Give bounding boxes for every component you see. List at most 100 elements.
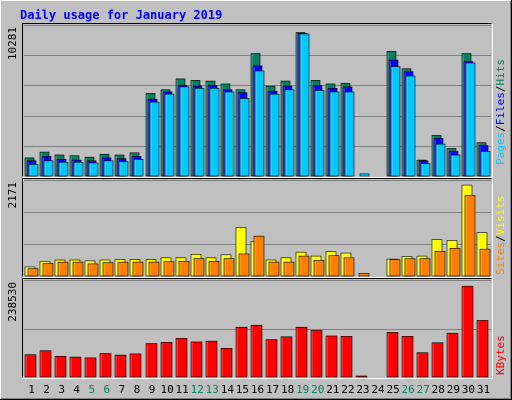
bar-pages-day-20 [314, 90, 325, 177]
bar-visits-day-4 [72, 261, 84, 277]
bar-kbytes-day-13 [205, 340, 218, 378]
bar-pages-day-19 [299, 33, 310, 177]
bar-pages-day-27 [420, 163, 431, 177]
bar-kbytes-day-12 [190, 341, 203, 378]
bar-kbytes-day-6 [99, 353, 112, 378]
bar-kbytes-day-8 [129, 353, 142, 378]
x-tick-label-day-17: 17 [266, 383, 279, 396]
bar-visits-day-31 [479, 248, 491, 277]
x-tick-label-day-23: 23 [356, 383, 369, 396]
bar-pages-day-13 [209, 88, 220, 177]
bar-pages-day-1 [28, 164, 39, 177]
max-value-label-middle: 2171 [6, 182, 19, 209]
bar-kbytes-day-25 [386, 332, 399, 378]
x-tick-label-day-2: 2 [43, 383, 50, 396]
bar-visits-day-10 [163, 261, 175, 277]
bar-kbytes-day-5 [84, 357, 97, 378]
x-tick-label-day-15: 15 [236, 383, 249, 396]
bar-kbytes-day-29 [446, 332, 459, 378]
bar-pages-day-11 [179, 86, 190, 177]
x-axis-labels: 1 2 3 4 5 6 7 8 9 10 11 12 13 14 15 16 17 18 19 20 21 22 23 24 2… [28, 383, 490, 396]
bar-pages-day-21 [329, 91, 340, 177]
bar-visits-day-25 [389, 259, 401, 277]
legend-separator: / [494, 125, 507, 132]
bar-kbytes-day-21 [325, 335, 338, 378]
legend-top: Pages/Files/Hits [494, 59, 507, 165]
bar-visits-day-11 [178, 260, 190, 277]
bar-pages-day-7 [118, 161, 129, 177]
bar-kbytes-day-16 [250, 324, 263, 378]
panel-top-border-light [23, 24, 493, 178]
bar-visits-day-28 [434, 251, 446, 277]
legend-entry-visits: Visits [494, 196, 507, 236]
max-labels: 10281 2171 238530 [6, 27, 19, 322]
bar-visits-day-3 [57, 261, 69, 277]
legend-separator: / [494, 235, 507, 242]
bar-kbytes-day-22 [340, 336, 353, 378]
panel-frames [22, 23, 493, 379]
x-tick-label-day-27: 27 [417, 383, 430, 396]
bar-kbytes-day-3 [54, 355, 67, 378]
bar-visits-day-12 [193, 258, 205, 277]
bar-kbytes-day-15 [235, 326, 248, 378]
bar-kbytes-day-26 [401, 336, 414, 378]
bar-visits-day-16 [253, 235, 265, 277]
bar-kbytes-day-9 [145, 343, 158, 378]
x-tick-label-day-10: 10 [160, 383, 173, 396]
legend-entry-kbytes: KBytes [494, 335, 507, 375]
bar-visits-day-29 [449, 247, 461, 277]
bar-kbytes-day-17 [265, 339, 278, 378]
bar-pages-day-30 [465, 62, 476, 177]
bar-visits-day-8 [132, 261, 144, 277]
bar-pages-day-31 [480, 151, 491, 177]
legend-entry-pages: Pages [494, 132, 507, 165]
bar-pages-day-12 [194, 88, 205, 177]
bar-pages-day-4 [73, 161, 84, 177]
bar-visits-day-17 [268, 261, 280, 277]
x-tick-label-day-29: 29 [447, 383, 460, 396]
x-tick-label-day-7: 7 [119, 383, 126, 396]
x-tick-label-day-24: 24 [371, 383, 385, 396]
panel-middle-border-light [23, 179, 493, 278]
max-value-label-top: 10281 [6, 27, 19, 60]
bar-visits-day-21 [328, 255, 340, 277]
x-tick-label-day-20: 20 [311, 383, 324, 396]
bar-pages-day-9 [149, 101, 160, 177]
bar-pages-day-29 [450, 154, 461, 177]
x-tick-label-day-4: 4 [73, 383, 80, 396]
legend-entry-hits: Hits [494, 59, 507, 86]
bar-kbytes-day-30 [461, 285, 474, 378]
x-tick-label-day-11: 11 [176, 383, 189, 396]
bar-kbytes-day-4 [69, 356, 82, 378]
bar-visits-day-18 [283, 261, 295, 277]
bar-kbytes-day-20 [310, 330, 323, 378]
bar-visits-day-30 [464, 195, 476, 277]
max-value-label-bottom: 238530 [6, 282, 19, 322]
legend-entry-files: Files [494, 92, 507, 125]
bar-visits-day-6 [102, 262, 114, 277]
bar-pages-day-22 [344, 91, 355, 177]
bar-kbytes-day-7 [114, 354, 127, 378]
bar-visits-day-5 [87, 263, 99, 277]
x-tick-label-day-25: 25 [386, 383, 399, 396]
x-tick-label-day-8: 8 [134, 383, 141, 396]
x-tick-label-day-19: 19 [296, 383, 309, 396]
bar-pages-day-14 [224, 91, 235, 177]
bar-visits-day-7 [117, 261, 129, 277]
bar-visits-day-13 [208, 260, 220, 277]
bar-kbytes-day-27 [416, 352, 429, 378]
bar-visits-day-1 [27, 268, 39, 277]
bar-pages-day-6 [103, 160, 114, 177]
x-tick-label-day-3: 3 [58, 383, 65, 396]
panel-middle-border-dark [22, 178, 492, 277]
bar-visits-day-15 [238, 253, 250, 277]
bar-visits-day-22 [343, 257, 355, 277]
x-tick-label-day-16: 16 [251, 383, 264, 396]
x-tick-label-day-28: 28 [432, 383, 445, 396]
chart-title: Daily usage for January 2019 [20, 8, 222, 22]
bar-pages-day-15 [239, 98, 250, 177]
bar-pages-day-18 [284, 89, 295, 177]
bar-visits-day-27 [419, 258, 431, 277]
bar-pages-day-8 [133, 159, 144, 177]
